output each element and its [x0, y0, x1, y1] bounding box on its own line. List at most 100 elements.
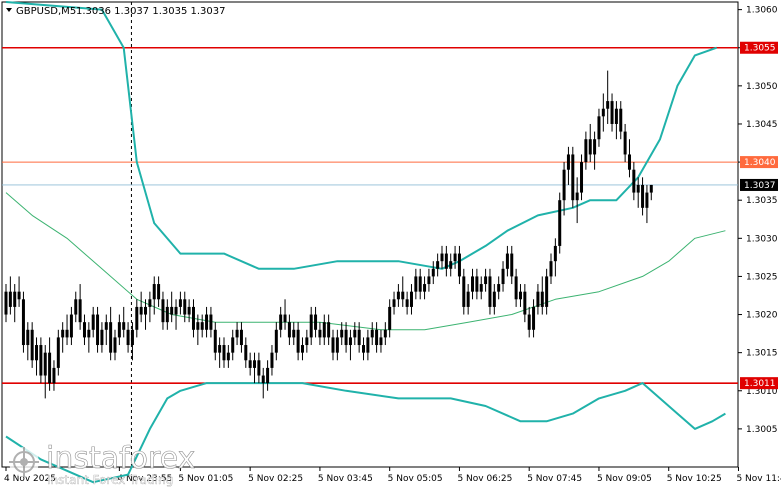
x-tick-label: 5 Nov 10:25 — [667, 474, 722, 484]
candle-body — [536, 291, 540, 307]
candle-body — [409, 291, 413, 307]
candle-body — [117, 322, 121, 338]
candle-body — [462, 276, 466, 307]
candle-body — [501, 268, 505, 285]
price-tag-bg — [740, 41, 778, 54]
candle-body — [261, 375, 265, 384]
candle-body — [165, 306, 169, 323]
candle-body — [449, 261, 453, 269]
candle-body — [305, 337, 309, 346]
symbol-label: GBPUSD,M5 — [16, 6, 76, 17]
candle-body — [645, 192, 649, 208]
candle-body — [222, 345, 226, 361]
candle-body — [335, 337, 339, 353]
candle-body — [78, 299, 82, 323]
plot-area — [1, 1, 739, 468]
y-tick-label: 1.3020 — [746, 311, 778, 321]
candle-body — [558, 200, 562, 246]
candle-body — [540, 291, 544, 307]
candle-body — [21, 299, 25, 346]
candle-body — [627, 154, 631, 170]
candle-body — [170, 306, 174, 315]
chart-header: GBPUSD,M5 1.3036 1.3037 1.3035 1.3037 — [6, 6, 226, 17]
candle-body — [588, 139, 592, 155]
candle-body — [457, 253, 461, 277]
candle-body — [187, 306, 191, 315]
candle-body — [427, 276, 431, 285]
candle-body — [466, 291, 470, 307]
price-tag-bg — [740, 156, 778, 169]
brand-tagline: Instant Forex Trading — [47, 473, 173, 487]
candle-body — [510, 253, 514, 277]
candle-body — [56, 337, 60, 368]
candle-body — [239, 329, 243, 346]
candle-body — [26, 329, 30, 346]
candle-body — [405, 299, 409, 307]
brand-name: instaforex — [46, 441, 195, 476]
candle-body — [130, 329, 134, 346]
candle-body — [209, 314, 213, 330]
candle-body — [65, 329, 69, 338]
candle-body — [327, 322, 331, 338]
candle-body — [279, 314, 283, 330]
candle-body — [418, 276, 422, 292]
candle-body — [244, 345, 248, 361]
candle-body — [584, 139, 588, 163]
candle-body — [287, 322, 291, 338]
candle-body — [82, 322, 86, 338]
candle-body — [183, 299, 187, 315]
candle-body — [471, 276, 475, 292]
candle-body — [401, 291, 405, 300]
x-tick-label: 5 Nov 01:05 — [178, 474, 233, 484]
x-tick-label: 5 Nov 09:05 — [597, 474, 652, 484]
candle-body — [436, 261, 440, 269]
candle-body — [353, 329, 357, 338]
candle-body — [100, 329, 104, 346]
y-tick-label: 1.3045 — [746, 120, 778, 130]
candle-body — [597, 116, 601, 140]
candle-body — [205, 314, 209, 330]
candle-body — [109, 322, 113, 353]
candle-body — [379, 337, 383, 346]
lower-band-line — [5, 382, 726, 484]
candle-body — [575, 192, 579, 201]
price-tag-label: 1.3037 — [744, 181, 776, 191]
candle-body — [213, 329, 217, 353]
candle-body — [580, 162, 584, 193]
x-tick-label: 5 Nov 05:05 — [388, 474, 443, 484]
candle-body — [444, 253, 448, 269]
candle-body — [331, 337, 335, 353]
candle-body — [300, 345, 304, 353]
y-tick-label: 1.3025 — [746, 272, 778, 282]
candle-body — [266, 367, 270, 384]
candle-body — [366, 337, 370, 353]
candle-body — [566, 154, 570, 170]
dropdown-triangle-icon[interactable] — [6, 8, 12, 12]
candle-body — [479, 284, 483, 292]
candle-body — [593, 139, 597, 155]
candle-body — [35, 345, 39, 361]
candle-body — [641, 184, 645, 208]
candle-body — [532, 306, 536, 330]
candle-body — [383, 329, 387, 338]
candle-body — [388, 306, 392, 330]
x-tick-label: 5 Nov 06:25 — [457, 474, 512, 484]
y-tick-label: 1.3030 — [746, 234, 778, 244]
candle-body — [191, 306, 195, 330]
candle-body — [104, 322, 108, 330]
candle-body — [484, 276, 488, 285]
candle-body — [196, 322, 200, 330]
candle-body — [488, 276, 492, 307]
x-tick-label: 5 Nov 02:25 — [248, 474, 303, 484]
candle-body — [632, 169, 636, 193]
candle-body — [157, 284, 161, 300]
candle-body — [545, 276, 549, 307]
candle-body — [423, 284, 427, 292]
candle-body — [340, 329, 344, 338]
candle-body — [270, 352, 274, 368]
y-tick-label: 1.3035 — [746, 196, 778, 206]
candle-body — [174, 306, 178, 315]
candle-body — [292, 329, 296, 338]
candle-body — [636, 184, 640, 193]
candle-body — [296, 329, 300, 353]
